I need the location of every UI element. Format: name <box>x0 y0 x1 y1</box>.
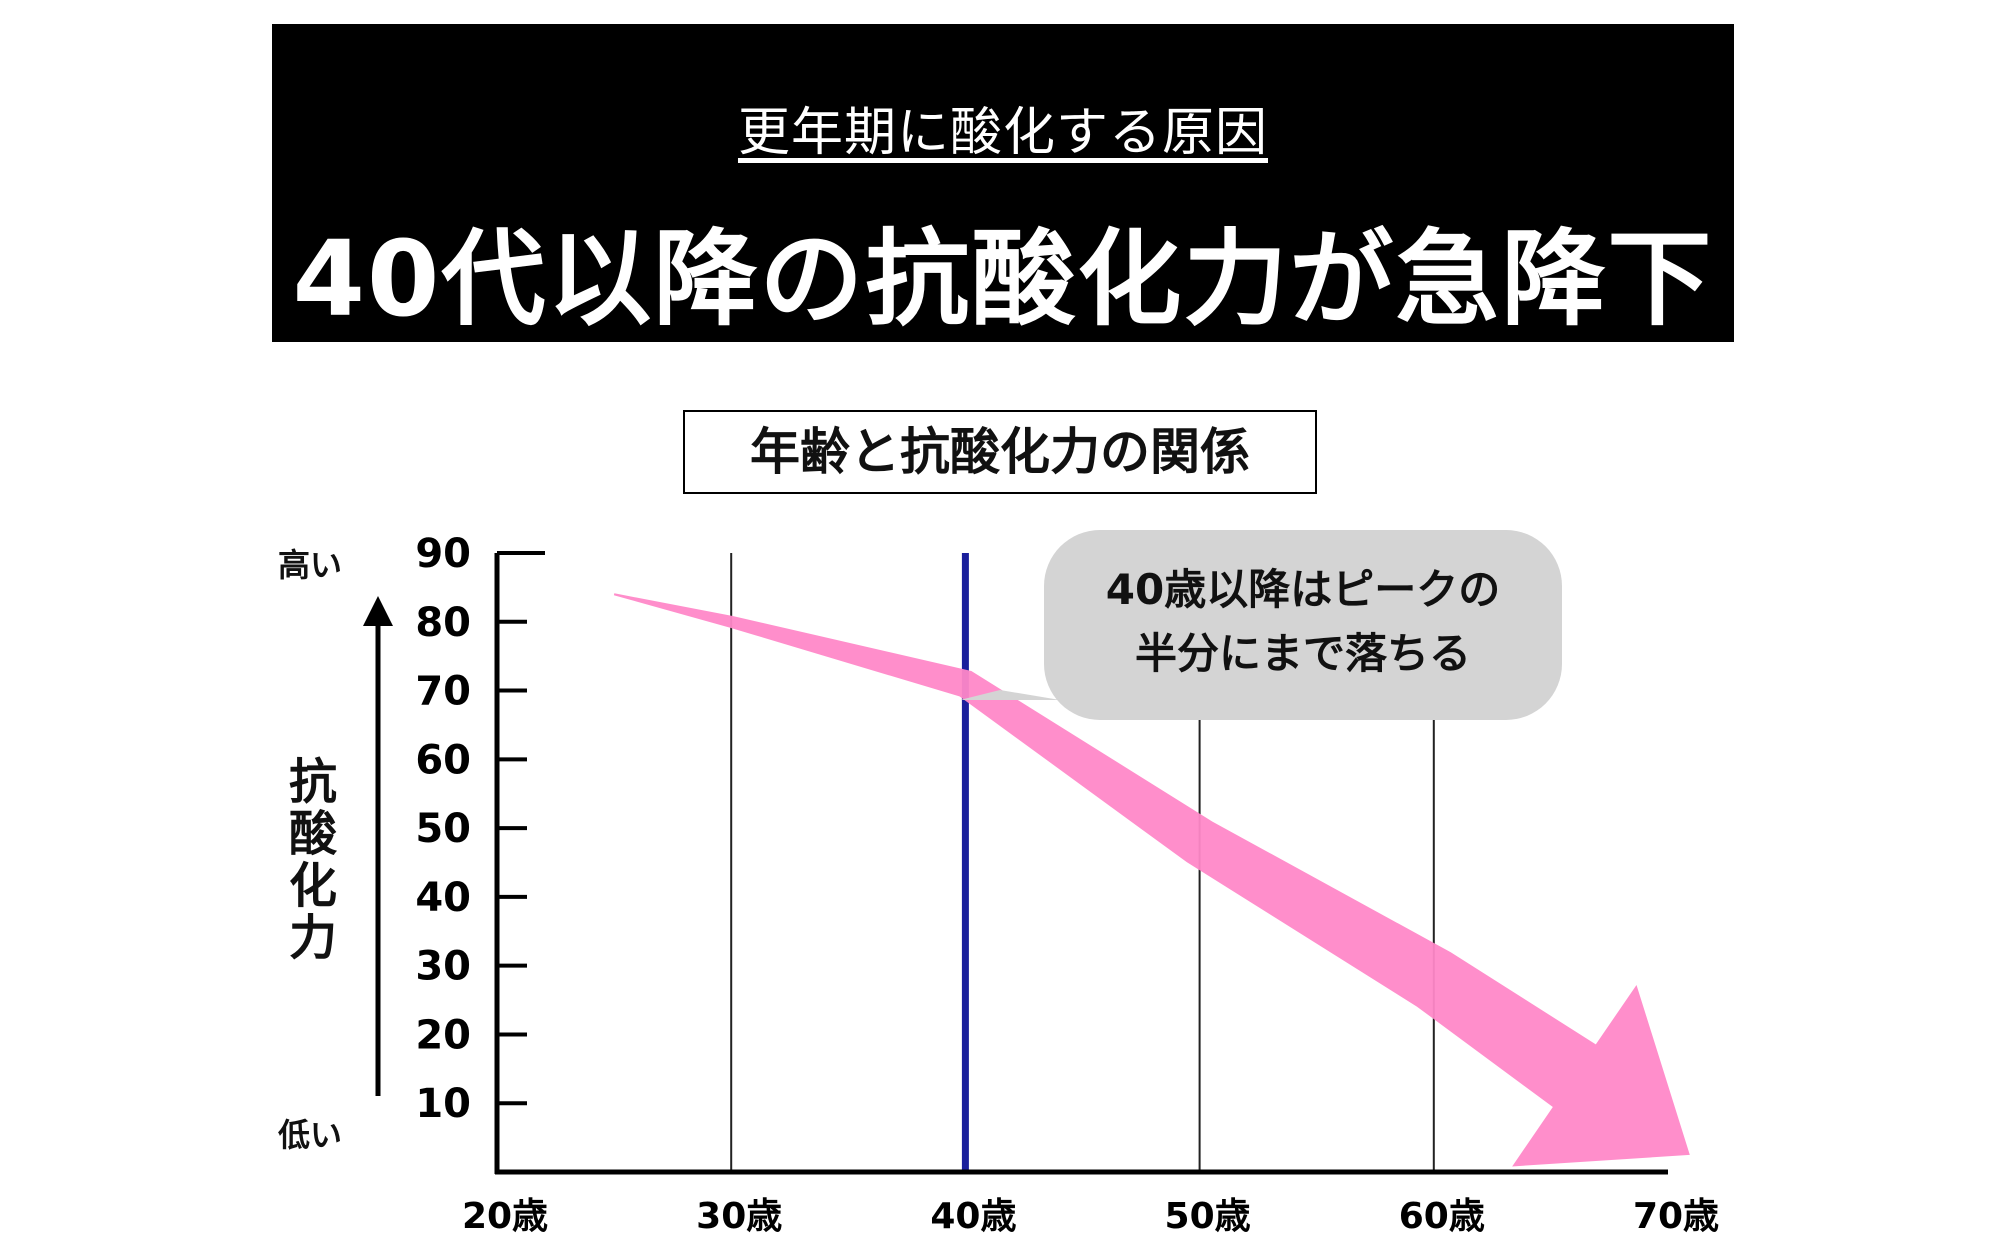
callout-line-2: 半分にまで落ちる <box>1134 629 1471 678</box>
y-direction-arrow-head <box>363 596 393 626</box>
y-tick-label: 90 <box>415 531 471 577</box>
x-tick-label: 60歳 <box>1399 1196 1485 1237</box>
x-tick-label: 40歳 <box>930 1196 1016 1237</box>
y-axis-title-char: 酸 <box>288 806 337 862</box>
y-tick-label: 70 <box>415 669 471 715</box>
y-axis-title-char: 化 <box>288 858 337 914</box>
y-axis-high-label: 高い <box>278 546 343 584</box>
y-axis-title-char: 抗 <box>288 754 337 810</box>
x-tick-label: 30歳 <box>696 1196 782 1237</box>
callout-bubble: 40歳以降はピークの 半分にまで落ちる <box>1044 530 1562 720</box>
chart-title: 年齢と抗酸化力の関係 <box>683 410 1317 494</box>
banner-headline: 40代以降の抗酸化力が急降下 <box>292 218 1714 340</box>
x-tick-label: 50歳 <box>1165 1196 1251 1237</box>
title-banner: 更年期に酸化する原因 40代以降の抗酸化力が急降下 <box>272 24 1734 342</box>
banner-subtitle: 更年期に酸化する原因 <box>737 103 1268 163</box>
callout-pointer <box>960 690 1060 700</box>
y-tick-label: 40 <box>415 875 471 921</box>
decline-arrow <box>613 593 1690 1167</box>
y-axis-low-label: 低い <box>278 1116 343 1154</box>
y-tick-label: 50 <box>415 806 471 852</box>
y-tick-label: 80 <box>415 600 471 646</box>
y-tick-label: 20 <box>415 1012 471 1058</box>
y-tick-label: 60 <box>415 737 471 783</box>
y-axis-title-char: 力 <box>288 910 337 966</box>
y-axis-title: 抗 酸 化 力 <box>278 756 348 964</box>
callout-line-1: 40歳以降はピークの <box>1105 565 1501 614</box>
y-tick-label: 10 <box>415 1081 471 1127</box>
y-tick-label: 30 <box>415 944 471 990</box>
x-tick-label: 70歳 <box>1633 1196 1719 1237</box>
x-tick-label: 20歳 <box>462 1196 548 1237</box>
